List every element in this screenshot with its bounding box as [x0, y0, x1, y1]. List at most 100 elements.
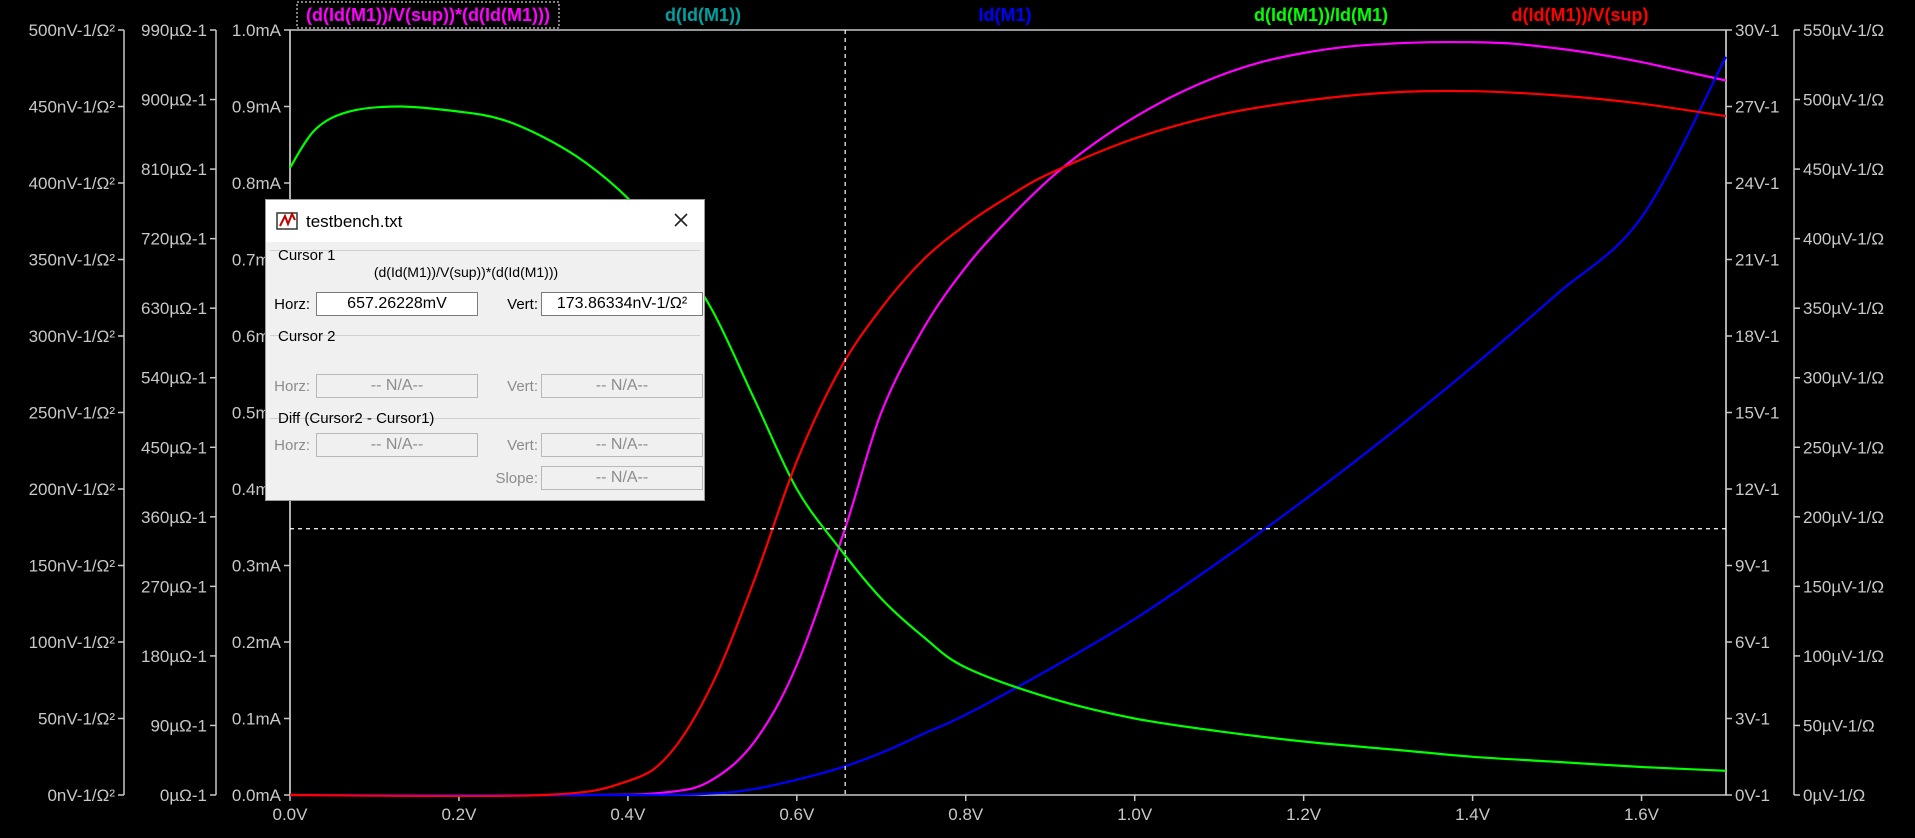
legend-entry-1: d(Id(M1)): [665, 5, 741, 25]
right_outer-tick-label: 250µV-1/Ω: [1803, 438, 1884, 457]
dialog-title: testbench.txt: [306, 212, 403, 231]
right_outer-tick-label: 350µV-1/Ω: [1803, 299, 1884, 318]
left_outer-tick-label: 200nV-1/Ω²: [29, 480, 116, 499]
x-tick-label: 1.6V: [1624, 805, 1660, 824]
close-icon[interactable]: [670, 209, 692, 231]
left_outer-tick-label: 300nV-1/Ω²: [29, 327, 116, 346]
left_outer-tick-label: 500nV-1/Ω²: [29, 21, 116, 40]
left_outer-tick-label: 350nV-1/Ω²: [29, 251, 116, 270]
right_outer-tick-label: 50µV-1/Ω: [1803, 716, 1875, 735]
right_outer-tick-label: 150µV-1/Ω: [1803, 577, 1884, 596]
cursor1-expression: (d(Id(M1))/V(sup))*(d(Id(M1))): [373, 264, 559, 280]
left_inner-tick-label: 1.0mA: [232, 21, 282, 40]
diff-slope-label: Slope:: [495, 470, 538, 487]
cursor1-horz-label: Horz:: [274, 296, 310, 313]
cursor1-horz-field[interactable]: 657.26228mV: [316, 292, 478, 316]
left_mid-tick-label: 450µΩ-1: [141, 438, 207, 457]
left_mid-tick-label: 270µΩ-1: [141, 577, 207, 596]
cursor1-vert-field[interactable]: 173.86334nV-1/Ω²: [541, 292, 703, 316]
left_outer-tick-label: 150nV-1/Ω²: [29, 557, 116, 576]
right_outer-tick-label: 200µV-1/Ω: [1803, 508, 1884, 527]
right_inner-tick-label: 21V-1: [1735, 251, 1779, 270]
trace-series-4: [289, 89, 1727, 798]
trace-series-2: [289, 56, 1727, 797]
left_outer-tick-label: 450nV-1/Ω²: [29, 98, 116, 117]
legend-entry-4: d(Id(M1))/V(sup): [1512, 5, 1649, 25]
left_mid-tick-label: 180µΩ-1: [141, 647, 207, 666]
right_inner-tick-label: 24V-1: [1735, 174, 1779, 193]
left_inner-tick-label: 0.3mA: [232, 557, 282, 576]
x-tick-label: 0.6V: [779, 805, 815, 824]
cursor-dialog[interactable]: testbench.txt Cursor 1 (d(Id(M1))/V(sup)…: [265, 199, 705, 501]
x-tick-label: 1.4V: [1455, 805, 1491, 824]
x-tick-label: 0.4V: [610, 805, 646, 824]
diff-vert-label: Vert:: [507, 437, 538, 454]
right_inner-tick-label: 6V-1: [1735, 633, 1770, 652]
ltspice-icon: [276, 211, 298, 230]
left_inner-tick-label: 0.2mA: [232, 633, 282, 652]
left_outer-tick-label: 0nV-1/Ω²: [47, 786, 115, 805]
left_inner-tick-label: 0.9mA: [232, 98, 282, 117]
diff-horz-label: Horz:: [274, 437, 310, 454]
left_outer-tick-label: 50nV-1/Ω²: [38, 710, 115, 729]
right_outer-tick-label: 300µV-1/Ω: [1803, 369, 1884, 388]
cursor2-horz-field: -- N/A--: [316, 374, 478, 398]
right_outer-tick-label: 550µV-1/Ω: [1803, 21, 1884, 40]
left_outer-tick-label: 100nV-1/Ω²: [29, 633, 116, 652]
right_inner-tick-label: 12V-1: [1735, 480, 1779, 499]
right_inner-tick-label: 30V-1: [1735, 21, 1779, 40]
right_outer-tick-label: 450µV-1/Ω: [1803, 160, 1884, 179]
x-tick-label: 1.2V: [1286, 805, 1322, 824]
cursor2-group-label: Cursor 2: [278, 328, 336, 345]
left_mid-tick-label: 0µΩ-1: [160, 786, 207, 805]
left_mid-tick-label: 540µΩ-1: [141, 369, 207, 388]
legend-entry-0: (d(Id(M1))/V(sup))*(d(Id(M1))): [306, 5, 550, 25]
trace-series-0: [289, 40, 1727, 797]
left_mid-tick-label: 630µΩ-1: [141, 299, 207, 318]
right_inner-tick-label: 18V-1: [1735, 327, 1779, 346]
right_outer-tick-label: 400µV-1/Ω: [1803, 230, 1884, 249]
trace-series-3: [289, 105, 1727, 772]
left_outer-tick-label: 400nV-1/Ω²: [29, 174, 116, 193]
left_inner-tick-label: 0.1mA: [232, 710, 282, 729]
legend-entry-3: d(Id(M1))/Id(M1): [1254, 5, 1388, 25]
cursor1-vert-label: Vert:: [507, 296, 538, 313]
right_inner-tick-label: 9V-1: [1735, 557, 1770, 576]
group-divider: [270, 250, 700, 251]
right_inner-tick-label: 3V-1: [1735, 710, 1770, 729]
diff-group-label: Diff (Cursor2 - Cursor1): [278, 410, 435, 427]
right_outer-tick-label: 100µV-1/Ω: [1803, 647, 1884, 666]
group-divider: [270, 418, 700, 419]
diff-slope-field: -- N/A--: [541, 466, 703, 490]
left_mid-tick-label: 720µΩ-1: [141, 230, 207, 249]
right_inner-tick-label: 0V-1: [1735, 786, 1770, 805]
left_mid-tick-label: 900µΩ-1: [141, 91, 207, 110]
x-tick-label: 1.0V: [1117, 805, 1153, 824]
cursor2-horz-label: Horz:: [274, 378, 310, 395]
x-tick-label: 0.2V: [441, 805, 477, 824]
diff-horz-field: -- N/A--: [316, 433, 478, 457]
left_outer-tick-label: 250nV-1/Ω²: [29, 404, 116, 423]
traces-layer: [289, 40, 1727, 798]
left_inner-tick-label: 0.8mA: [232, 174, 282, 193]
dialog-titlebar[interactable]: testbench.txt: [266, 200, 704, 242]
legend: (d(Id(M1))/V(sup))*(d(Id(M1))) d(Id(M1)) I…: [296, 1, 1649, 29]
cursor2-vert-field: -- N/A--: [541, 374, 703, 398]
diff-vert-field: -- N/A--: [541, 433, 703, 457]
right_inner-tick-label: 27V-1: [1735, 98, 1779, 117]
cursor2-vert-label: Vert:: [507, 378, 538, 395]
right_outer-tick-label: 500µV-1/Ω: [1803, 91, 1884, 110]
legend-entry-2: Id(M1): [979, 5, 1032, 25]
right_inner-tick-label: 15V-1: [1735, 404, 1779, 423]
left_mid-tick-label: 360µΩ-1: [141, 508, 207, 527]
left_mid-tick-label: 990µΩ-1: [141, 21, 207, 40]
axes-layer: 0.0V 0.2V 0.4V 0.6V 0.8V 1.0V 1.2V 1.4V 1.6V 0nV-…: [29, 21, 1885, 824]
right_outer-tick-label: 0µV-1/Ω: [1803, 786, 1865, 805]
x-tick-label: 0.8V: [948, 805, 984, 824]
x-tick-label: 0.0V: [273, 805, 309, 824]
left_inner-tick-label: 0.0mA: [232, 786, 282, 805]
cursor1-group-label: Cursor 1: [278, 247, 336, 264]
left_mid-tick-label: 90µΩ-1: [150, 716, 207, 735]
group-divider: [270, 335, 700, 336]
